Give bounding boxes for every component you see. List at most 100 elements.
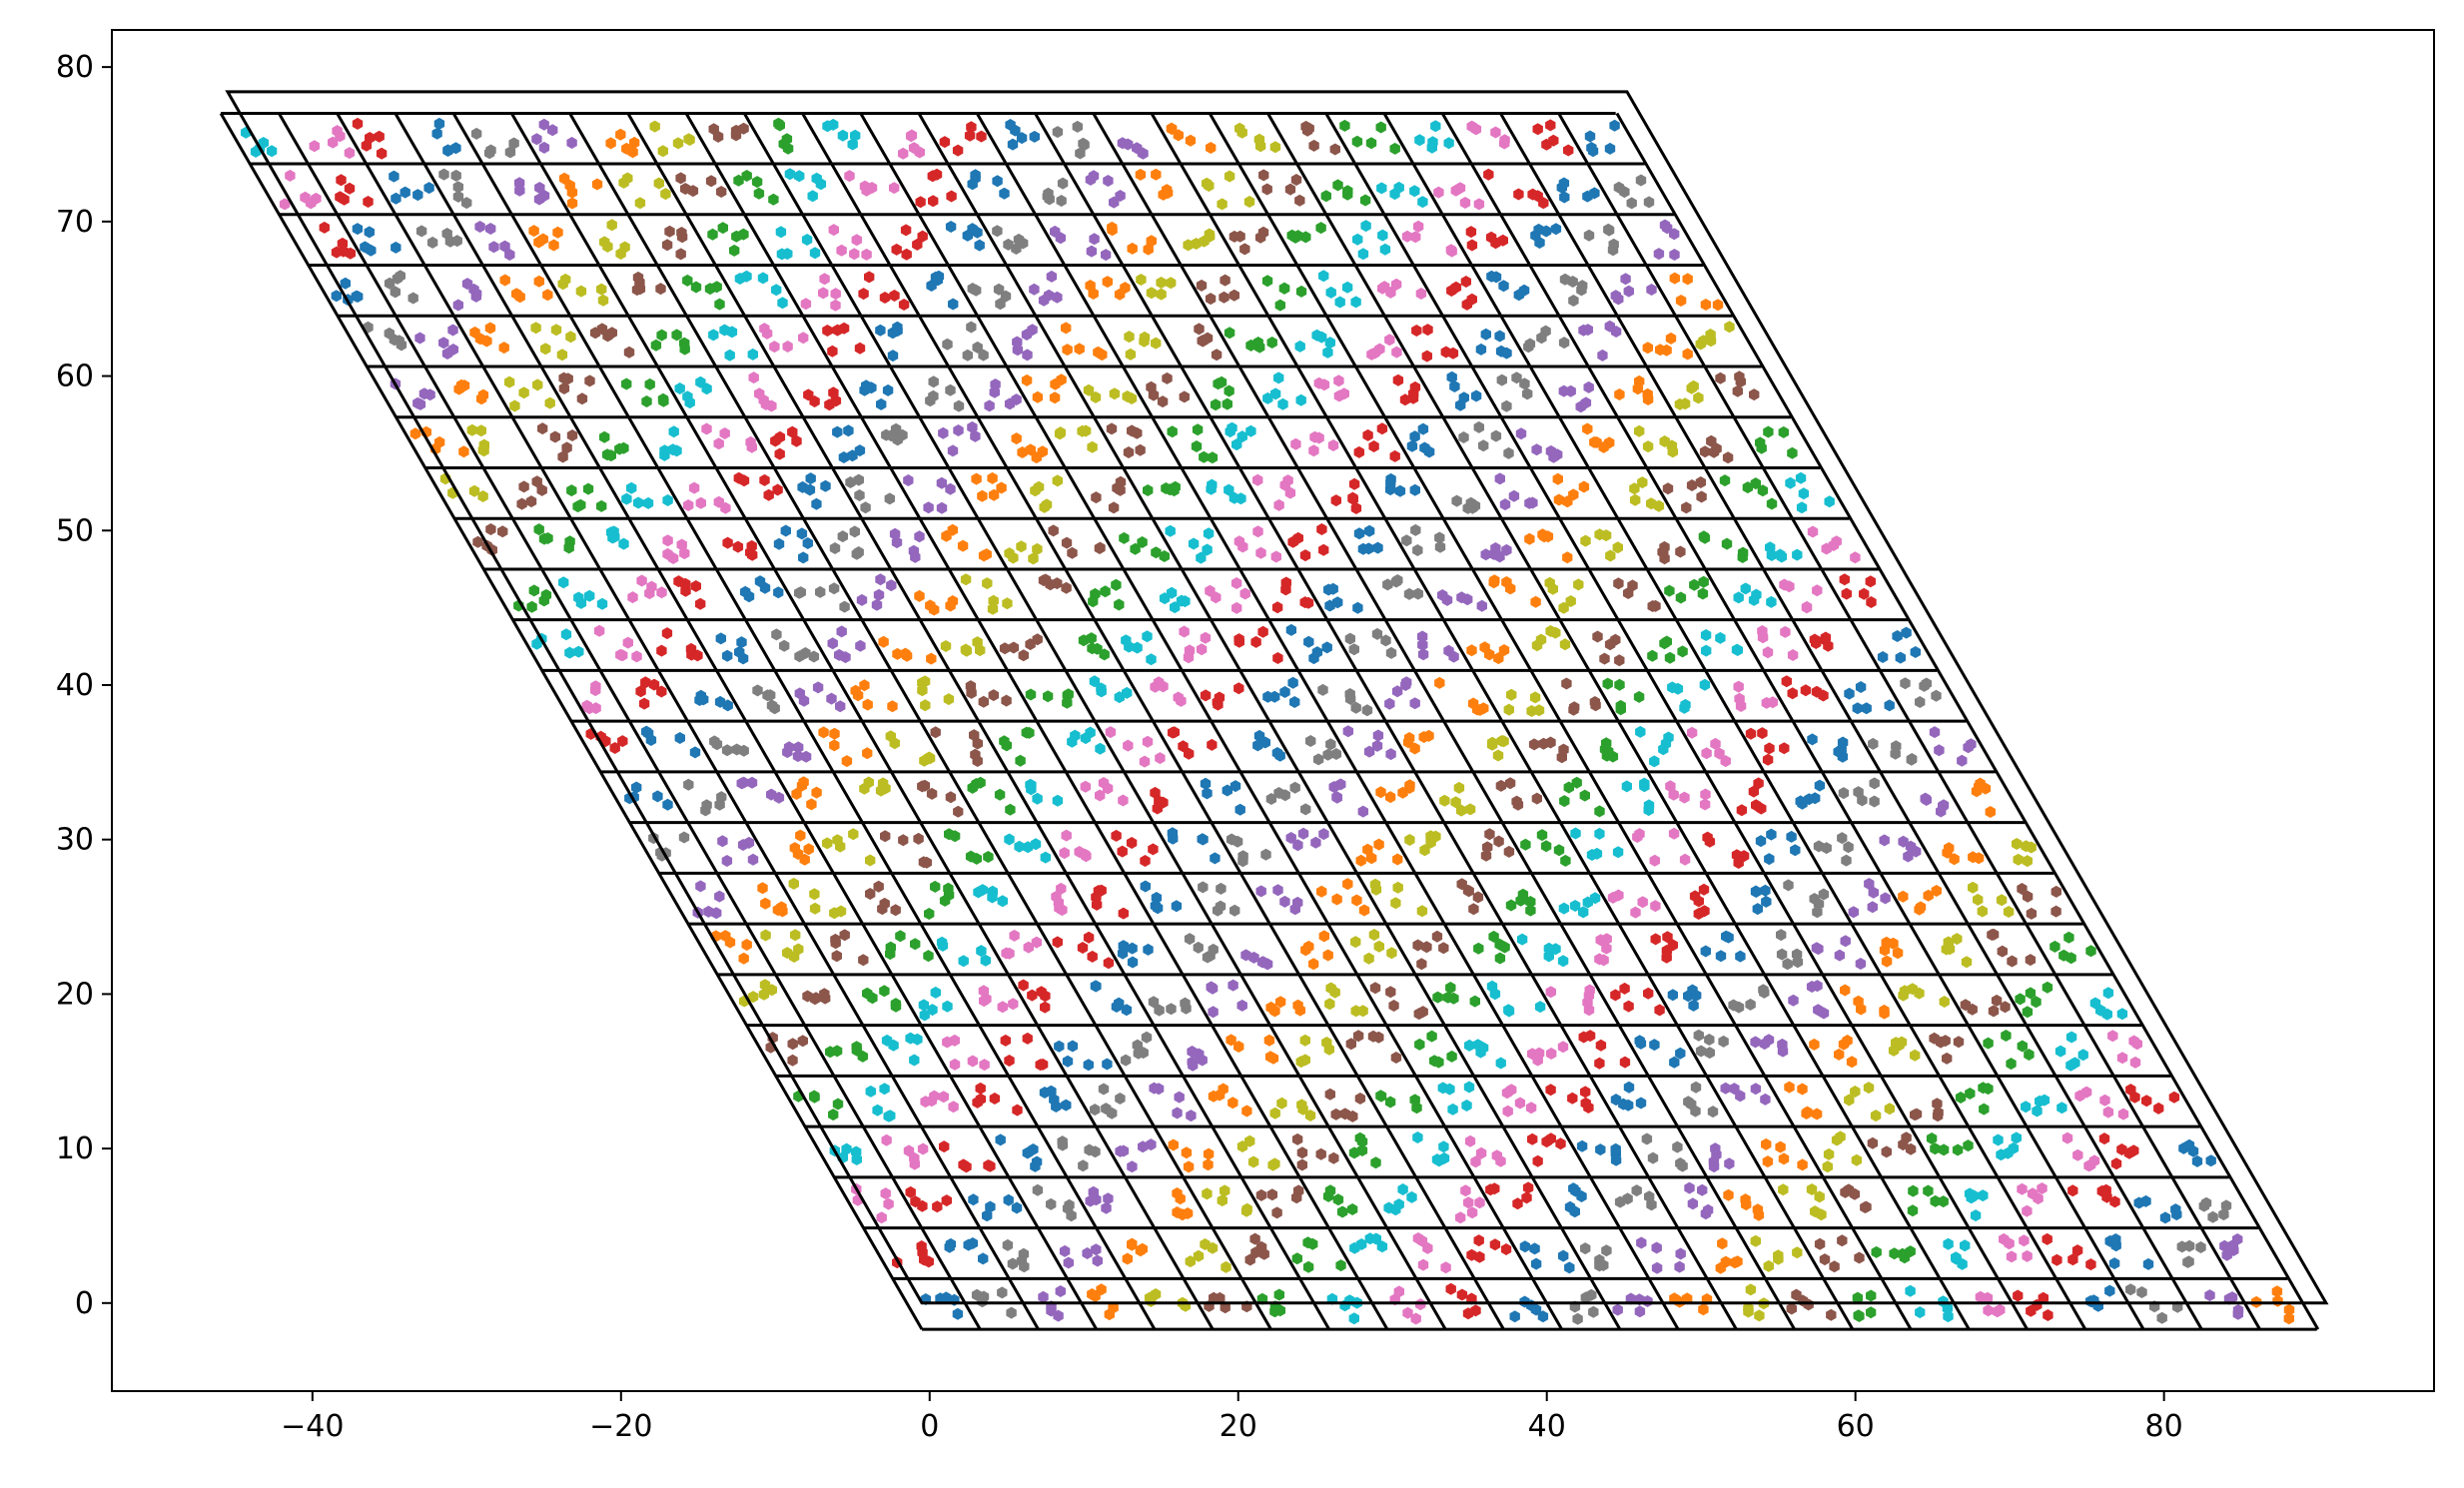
scatter-point	[2022, 1006, 2034, 1019]
scatter-point	[923, 1255, 934, 1268]
scatter-point	[1423, 445, 1435, 458]
scatter-point	[2063, 931, 2074, 944]
scatter-point	[1576, 1190, 1587, 1202]
scatter-point	[1983, 1304, 1994, 1317]
scatter-point	[1397, 1183, 1408, 1195]
scatter-point	[461, 278, 473, 291]
scatter-point	[1011, 243, 1022, 255]
scatter-point	[1787, 446, 1798, 459]
scatter-point	[2000, 1001, 2011, 1014]
scatter-point	[1800, 684, 1812, 697]
scatter-point	[2232, 1233, 2243, 1245]
scatter-point	[1321, 641, 1332, 654]
scatter-point	[903, 474, 914, 486]
scatter-point	[1580, 534, 1591, 547]
scatter-point	[777, 905, 788, 918]
scatter-point	[1480, 849, 1492, 862]
scatter-point	[800, 750, 812, 763]
scatter-point	[1529, 1242, 1540, 1255]
scatter-point	[2123, 1146, 2135, 1159]
scatter-point	[1114, 997, 1125, 1010]
scatter-point	[1591, 847, 1603, 860]
scatter-point	[353, 291, 364, 303]
scatter-point	[1650, 900, 1661, 913]
scatter-point	[676, 231, 688, 244]
scatter-point	[1445, 982, 1456, 994]
scatter-point	[2037, 1182, 2048, 1194]
scatter-point	[1075, 147, 1086, 160]
scatter-point	[2110, 1233, 2121, 1245]
scatter-point	[2072, 1148, 2083, 1161]
scatter-point	[516, 497, 527, 510]
scatter-point	[1025, 688, 1037, 701]
scatter-point	[1811, 685, 1823, 698]
scatter-point	[338, 245, 349, 258]
scatter-point	[339, 193, 350, 206]
scatter-point	[1642, 387, 1653, 400]
scatter-point	[1388, 1000, 1399, 1012]
scatter-point	[1287, 676, 1298, 689]
scatter-point	[1373, 940, 1384, 953]
scatter-point	[531, 637, 542, 650]
scatter-point	[266, 145, 278, 158]
scatter-point	[1204, 180, 1215, 192]
scatter-point	[794, 687, 805, 700]
scatter-point	[701, 422, 712, 435]
scatter-point	[1941, 943, 1952, 956]
scatter-point	[1293, 1184, 1304, 1197]
scatter-point	[860, 501, 871, 514]
scatter-point	[1351, 135, 1363, 148]
scatter-point	[1146, 1138, 1157, 1151]
scatter-point	[1224, 384, 1234, 397]
scatter-point	[995, 1133, 1006, 1146]
scatter-point	[1197, 335, 1208, 348]
scatter-point	[873, 588, 885, 601]
scatter-point	[1456, 1288, 1468, 1301]
scatter-point	[844, 170, 855, 183]
scatter-point	[988, 689, 999, 702]
scatter-point	[1820, 633, 1831, 646]
scatter-point	[1342, 185, 1353, 198]
scatter-point	[1603, 223, 1614, 236]
scatter-point	[729, 244, 740, 257]
scatter-point	[1557, 1041, 1569, 1054]
scatter-point	[1766, 595, 1777, 608]
scatter-point	[1706, 434, 1717, 447]
scatter-point	[1503, 446, 1514, 459]
scatter-point	[1979, 1103, 1990, 1116]
scatter-point	[988, 488, 1000, 501]
scatter-point	[1824, 495, 1835, 508]
scatter-point	[1580, 1086, 1591, 1099]
scatter-point	[1261, 183, 1272, 196]
scatter-point	[1344, 692, 1356, 705]
scatter-point	[1350, 936, 1361, 949]
scatter-point	[1560, 854, 1571, 867]
scatter-point	[1661, 635, 1672, 648]
scatter-point	[1383, 1201, 1394, 1214]
scatter-point	[410, 427, 421, 440]
scatter-point	[1278, 282, 1290, 295]
scatter-point	[887, 327, 899, 340]
scatter-point	[1419, 844, 1430, 857]
scatter-point	[674, 382, 685, 394]
scatter-point	[474, 221, 485, 233]
scatter-point	[2012, 838, 2023, 850]
scatter-point	[1553, 844, 1565, 857]
scatter-point	[859, 180, 871, 193]
scatter-point	[1140, 855, 1151, 867]
scatter-point	[826, 692, 837, 705]
scatter-point	[1126, 392, 1138, 404]
scatter-point	[1372, 541, 1383, 554]
scatter-point	[1374, 343, 1385, 356]
scatter-point	[455, 378, 467, 391]
scatter-point	[864, 271, 875, 284]
scatter-point	[1007, 138, 1019, 151]
scatter-point	[1942, 1052, 1953, 1065]
scatter-point	[1090, 1290, 1101, 1302]
scatter-point	[2140, 1194, 2151, 1207]
scatter-point	[1031, 936, 1043, 949]
scatter-point	[1345, 1038, 1356, 1051]
scatter-point	[714, 298, 725, 311]
scatter-point	[634, 197, 646, 210]
scatter-point	[1682, 273, 1693, 286]
